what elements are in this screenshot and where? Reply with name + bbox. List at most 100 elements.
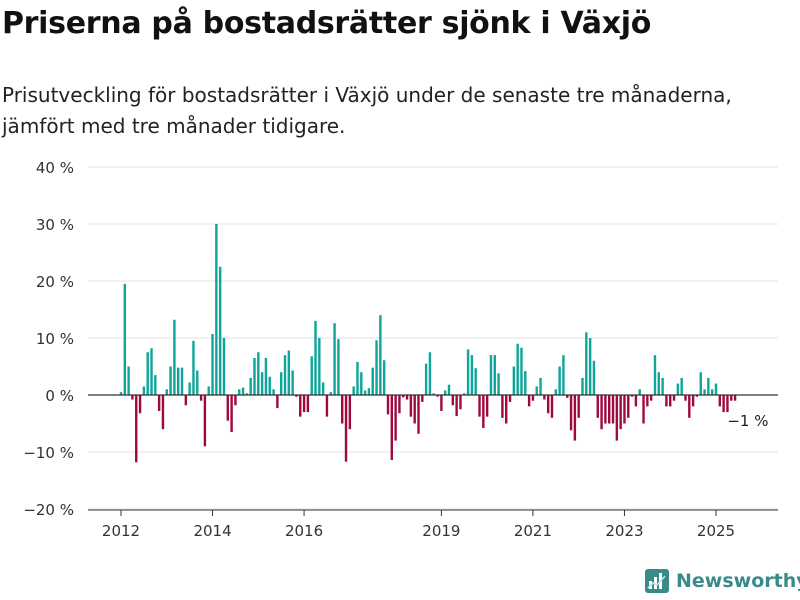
- bar: [154, 375, 157, 395]
- bar: [520, 347, 523, 395]
- bar: [119, 392, 123, 395]
- bar: [611, 395, 615, 424]
- bar: [222, 338, 226, 395]
- bar: [127, 366, 130, 395]
- bar: [588, 338, 592, 395]
- bar: [440, 395, 443, 411]
- bar: [264, 357, 268, 395]
- y-tick-label: −20 %: [23, 501, 74, 519]
- bar: [287, 350, 291, 395]
- bar: [447, 384, 451, 395]
- newsworthy-logo-icon: [645, 569, 669, 593]
- bar: [360, 372, 363, 395]
- y-tick-label: 10 %: [36, 330, 74, 348]
- bar: [146, 352, 149, 395]
- bar: [337, 339, 340, 395]
- bar: [657, 372, 660, 395]
- bar: [436, 395, 439, 397]
- bar: [703, 389, 706, 395]
- bar: [470, 355, 474, 395]
- bar: [291, 370, 294, 395]
- bar: [295, 395, 298, 397]
- bar: [653, 355, 657, 395]
- bar: [150, 348, 153, 395]
- bar: [669, 395, 672, 407]
- bar: [619, 395, 622, 430]
- bar: [501, 395, 504, 418]
- bar: [318, 338, 321, 395]
- brand-logo: Newsworthy: [644, 568, 800, 594]
- bar: [382, 360, 386, 395]
- bar: [604, 395, 607, 424]
- bar: [562, 355, 565, 395]
- bar: [375, 340, 378, 395]
- bar: [634, 395, 638, 407]
- bar: [188, 382, 191, 395]
- bar: [573, 395, 577, 441]
- bar: [722, 395, 725, 413]
- x-tick-label: 2012: [102, 522, 140, 540]
- bar: [226, 395, 229, 421]
- bar: [493, 355, 496, 395]
- bar: [135, 395, 138, 463]
- bar: [302, 395, 306, 413]
- bar: [684, 395, 687, 401]
- bar: [272, 389, 275, 395]
- bar: [348, 395, 352, 430]
- bar: [638, 389, 641, 395]
- bar: [341, 395, 344, 424]
- bar: [268, 376, 271, 395]
- y-tick-label: 0 %: [45, 387, 74, 405]
- bar: [455, 395, 458, 417]
- bar: [661, 377, 664, 395]
- bar: [680, 377, 683, 395]
- brand-name: Newsworthy: [676, 570, 800, 592]
- x-tick-label: 2019: [422, 522, 460, 540]
- bar: [371, 367, 374, 395]
- bar: [531, 395, 535, 401]
- bar: [665, 395, 668, 407]
- bar: [421, 395, 424, 402]
- bar: [276, 395, 279, 409]
- bar: [642, 395, 645, 424]
- bar: [192, 340, 195, 395]
- bar: [180, 367, 184, 395]
- bar: [283, 355, 287, 395]
- bar: [390, 395, 393, 460]
- bar: [253, 357, 256, 395]
- bar: [138, 395, 142, 414]
- bar: [691, 395, 695, 407]
- bar: [463, 393, 466, 395]
- bar: [627, 395, 630, 418]
- bar: [485, 395, 489, 417]
- bar: [165, 389, 168, 395]
- bar: [688, 395, 691, 418]
- bar: [600, 395, 603, 430]
- bar: [428, 352, 432, 395]
- bar: [211, 334, 214, 395]
- axes: −20 % −10 % 0 % 10 % 20 % 30 % 40 % 2012 2014 201…: [23, 159, 778, 540]
- chart-title: Priserna på bostadsrätter sjönk i Växjö: [2, 6, 652, 41]
- bar: [508, 395, 512, 402]
- bar: [321, 382, 325, 395]
- bar: [234, 395, 237, 406]
- bar: [417, 395, 420, 434]
- bar: [733, 395, 737, 401]
- bar: [672, 395, 676, 401]
- bar: [524, 371, 527, 395]
- bar: [207, 386, 210, 395]
- bar: [585, 332, 588, 395]
- bar: [218, 266, 222, 395]
- bar: [173, 319, 176, 395]
- y-tick-label: 20 %: [36, 273, 74, 291]
- bar: [550, 395, 554, 418]
- bar: [546, 395, 550, 414]
- bar: [238, 389, 241, 395]
- x-tick-label: 2023: [605, 522, 643, 540]
- bar: [161, 395, 165, 430]
- bar: [577, 395, 580, 418]
- bar: [718, 395, 722, 407]
- bar: [196, 370, 199, 395]
- bar: [203, 395, 207, 447]
- bars: [119, 224, 737, 463]
